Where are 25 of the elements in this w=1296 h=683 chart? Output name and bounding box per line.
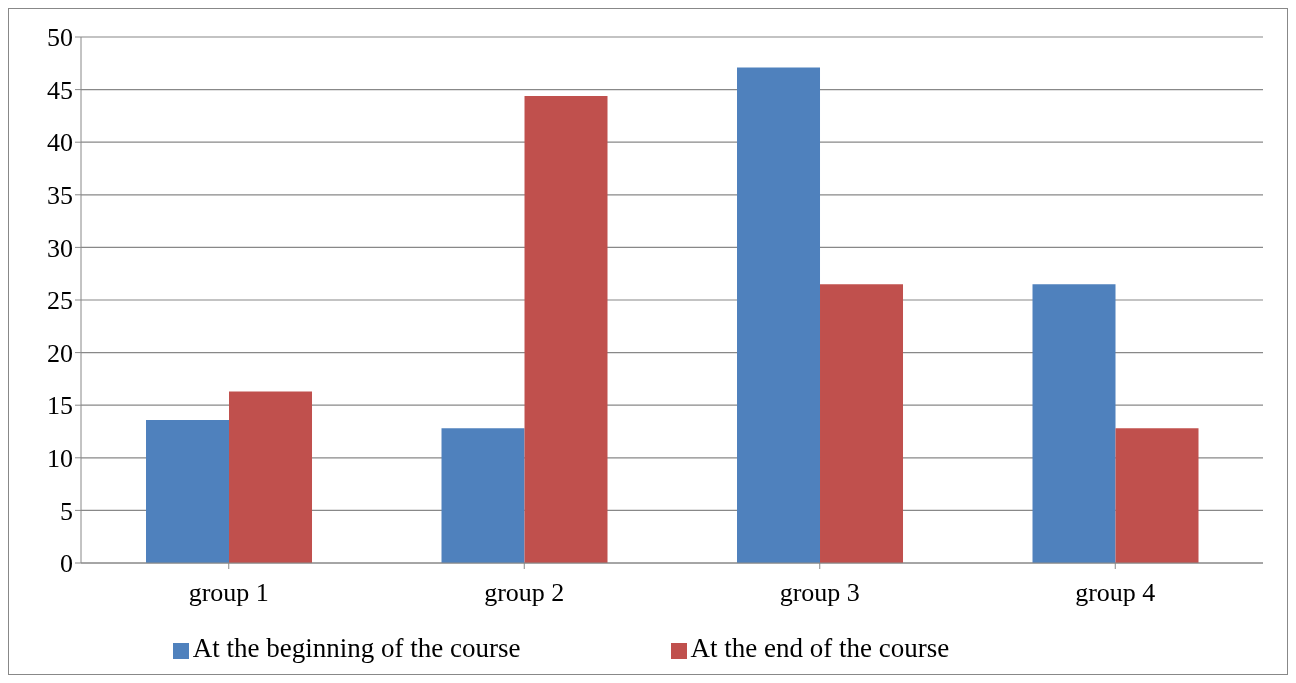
x-tick-label: group 2 (484, 578, 565, 608)
y-tick-label: 50 (47, 23, 73, 53)
y-tick-label: 45 (47, 75, 73, 105)
y-tick-label: 20 (47, 338, 73, 368)
legend-label: At the end of the course (690, 633, 950, 663)
y-tick-label: 40 (47, 128, 73, 158)
bar (146, 419, 230, 563)
bar (1032, 284, 1116, 563)
y-tick-label: 25 (47, 286, 73, 316)
bar (1115, 428, 1199, 563)
y-tick-label: 5 (60, 496, 73, 526)
y-tick-label: 15 (47, 391, 73, 421)
x-tick-label: group 3 (779, 578, 860, 608)
y-tick-label: 30 (47, 233, 73, 263)
y-tick-label: 35 (47, 181, 73, 211)
bar (441, 428, 525, 563)
bar (524, 95, 608, 563)
y-tick-label: 0 (60, 549, 73, 579)
bar (820, 284, 904, 563)
x-tick-label: group 1 (188, 578, 269, 608)
bar (737, 67, 821, 563)
bar (229, 391, 313, 563)
y-tick-label: 10 (47, 444, 73, 474)
legend-label: At the beginning of the course (192, 633, 521, 663)
x-tick-label: group 4 (1075, 578, 1156, 608)
